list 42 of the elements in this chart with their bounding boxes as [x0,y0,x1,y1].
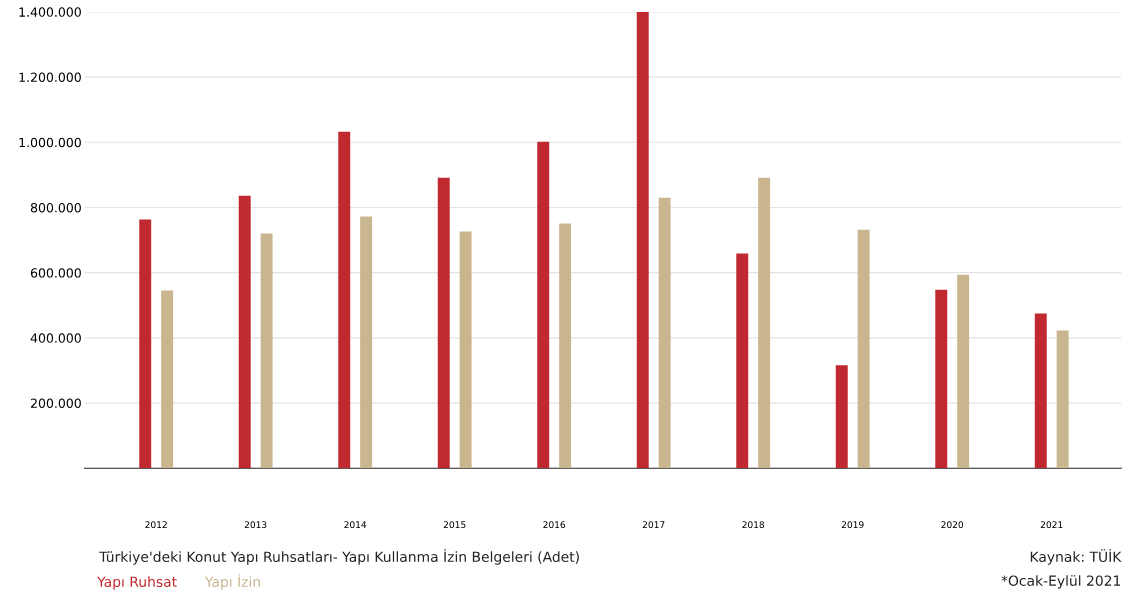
bar [338,131,351,469]
x-tick-label: 2018 [742,521,765,529]
bar [139,219,152,469]
bar [835,365,848,469]
bar [857,229,870,469]
x-tick-label: 2020 [941,521,964,529]
y-tick-label: 400.000 [30,333,81,343]
bar [758,177,771,469]
bar [957,274,970,469]
x-tick-label: 2014 [344,521,367,529]
y-tick-label: 1.200.000 [19,72,81,83]
x-tick-label: 2012 [145,521,167,529]
bar [935,289,948,469]
bar [437,177,450,469]
y-tick-label: 1.400.000 [19,7,81,17]
x-tick-label: 2019 [841,521,864,529]
bar [636,11,649,469]
bar [238,195,251,469]
bar [559,223,572,469]
text: *Ocak-Eylül 2021 [1001,575,1121,589]
bar [161,290,174,469]
text: Kaynak: TÜİK [1030,549,1122,565]
text: Yapı İzin [204,574,260,590]
y-tick-label: 800.000 [30,202,81,213]
x-tick-label: 2015 [443,521,466,529]
bar [1056,330,1069,469]
x-tick-label: 2013 [244,521,267,529]
bar [260,233,273,469]
text: Yapı Ruhsat [97,576,177,590]
y-tick-label: 1.000.000 [19,137,81,148]
text: Türkiye'deki Konut Yapı Ruhsatları- Yapı Kullanma İzin Belgeleri (Adet) [99,549,579,565]
bar [1034,313,1047,469]
y-tick-label: 200.000 [30,398,81,408]
y-tick-label: 600.000 [30,268,81,278]
bar [736,253,749,469]
x-tick-label: 2017 [642,521,665,529]
bar [658,197,671,469]
bar [537,141,550,469]
x-tick-label: 2021 [1040,521,1063,529]
bar [459,231,472,469]
bar [360,216,373,469]
x-tick-label: 2016 [543,521,566,529]
